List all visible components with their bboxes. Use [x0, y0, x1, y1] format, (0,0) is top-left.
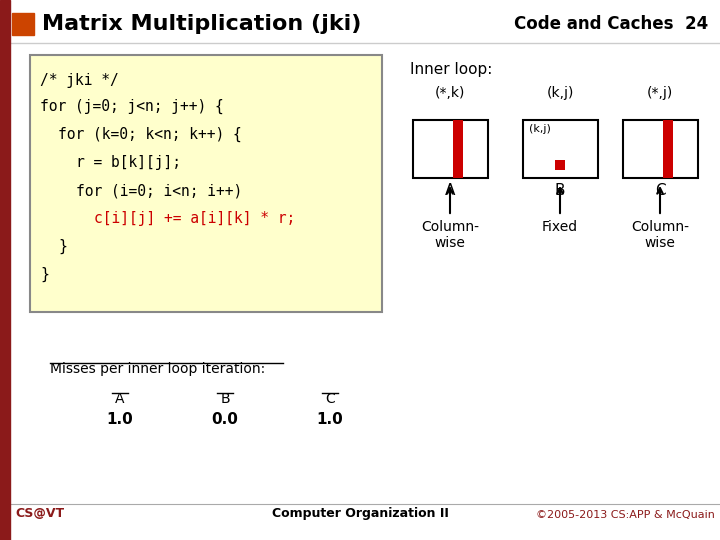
- Bar: [30, 55, 382, 312]
- Text: c[i][j] += a[i][k] * r;: c[i][j] += a[i][k] * r;: [94, 211, 295, 226]
- Text: (*,j): (*,j): [647, 86, 673, 100]
- Text: 1.0: 1.0: [317, 412, 343, 427]
- Text: (*,k): (*,k): [435, 86, 465, 100]
- Text: A: A: [115, 392, 125, 406]
- Bar: [413, 120, 487, 178]
- Text: }: }: [40, 267, 49, 282]
- Bar: [555, 160, 565, 170]
- Text: 0.0: 0.0: [212, 412, 238, 427]
- Text: Misses per inner loop iteration:: Misses per inner loop iteration:: [50, 362, 265, 376]
- Text: 1.0: 1.0: [107, 412, 133, 427]
- Bar: [0, 0, 10, 540]
- Text: Matrix Multiplication (jki): Matrix Multiplication (jki): [42, 14, 361, 34]
- Text: Code and Caches  24: Code and Caches 24: [514, 15, 708, 33]
- Bar: [623, 120, 698, 178]
- Text: }: }: [58, 239, 67, 254]
- Text: Column-
wise: Column- wise: [631, 220, 689, 250]
- Text: CS@VT: CS@VT: [15, 507, 64, 520]
- Text: C: C: [654, 183, 665, 198]
- Text: ©2005-2013 CS:APP & McQuain: ©2005-2013 CS:APP & McQuain: [536, 510, 715, 520]
- Bar: [12, 13, 34, 35]
- Text: A: A: [445, 183, 455, 198]
- Text: /* jki */: /* jki */: [40, 73, 119, 88]
- Text: (k,j): (k,j): [546, 86, 574, 100]
- Text: Column-
wise: Column- wise: [421, 220, 479, 250]
- Text: (k,j): (k,j): [528, 124, 550, 134]
- Text: Inner loop:: Inner loop:: [410, 62, 492, 77]
- Text: C: C: [325, 392, 335, 406]
- Text: for (i=0; i<n; i++): for (i=0; i<n; i++): [76, 183, 242, 198]
- Text: for (k=0; k<n; k++) {: for (k=0; k<n; k++) {: [58, 127, 242, 142]
- Bar: [662, 120, 672, 178]
- Text: Computer Organization II: Computer Organization II: [271, 507, 449, 520]
- Bar: [523, 120, 598, 178]
- Bar: [452, 120, 462, 178]
- Text: for (j=0; j<n; j++) {: for (j=0; j<n; j++) {: [40, 99, 224, 114]
- Text: Fixed: Fixed: [542, 220, 578, 234]
- Text: B: B: [554, 183, 565, 198]
- Text: B: B: [220, 392, 230, 406]
- Text: r = b[k][j];: r = b[k][j];: [76, 155, 181, 170]
